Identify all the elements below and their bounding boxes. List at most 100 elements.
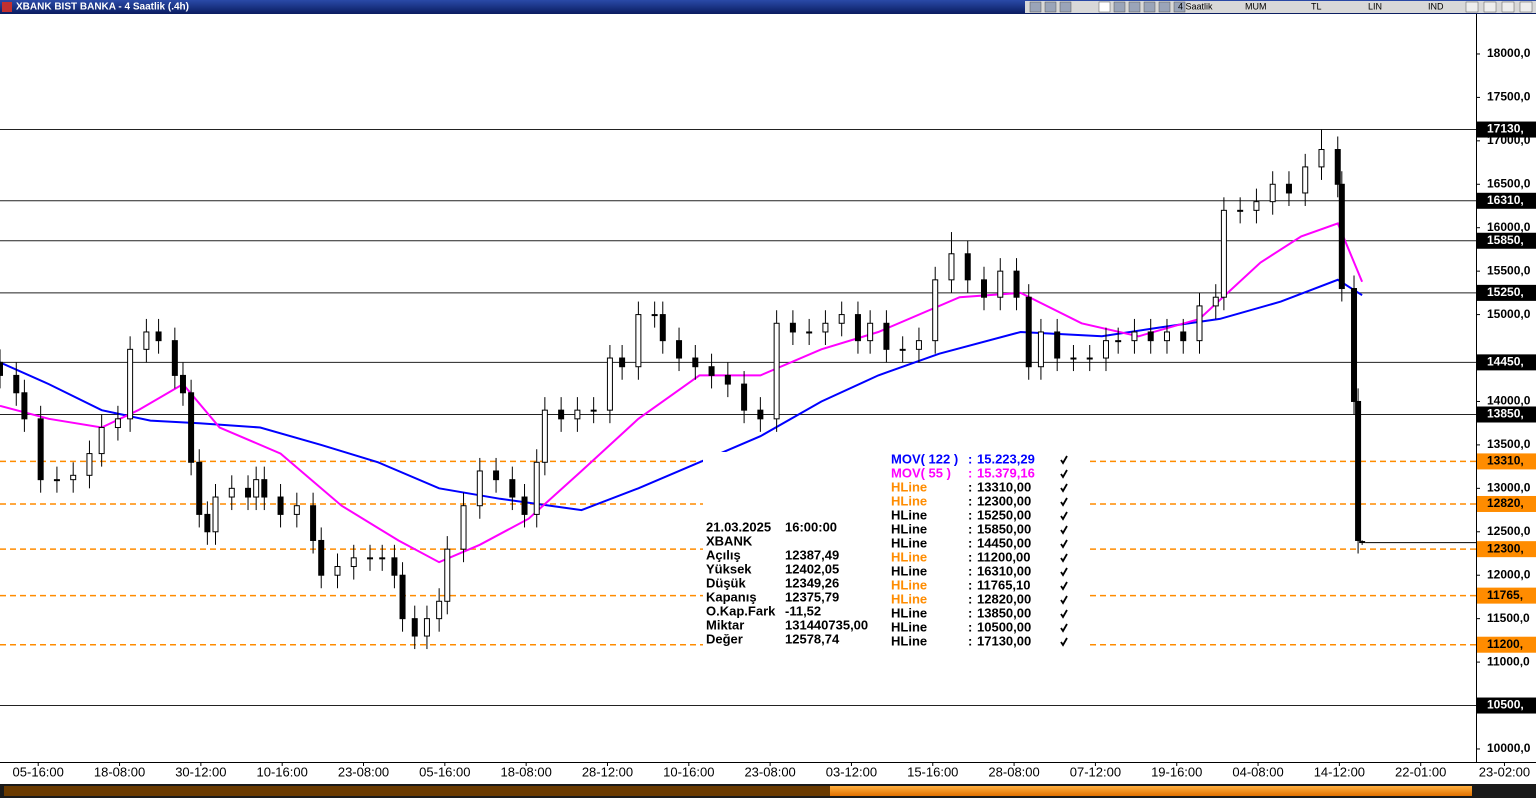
candle-body (1302, 166, 1309, 194)
candle-body (590, 409, 597, 412)
legend-separator: : (968, 479, 972, 494)
candle-body (1359, 541, 1366, 544)
legend-separator: : (968, 577, 972, 592)
legend-name: HLine (891, 521, 927, 536)
candle-body (899, 348, 906, 351)
candle-body (676, 340, 683, 359)
x-tick-label: 05-16:00 (13, 764, 64, 779)
level-label: 15850, (1487, 233, 1524, 247)
scrollbar-thumb[interactable] (830, 786, 1472, 796)
toolbar-item[interactable]: TL (1311, 1, 1322, 11)
legend-separator: : (968, 451, 972, 466)
toolbar-item[interactable]: IND (1428, 1, 1444, 11)
info-label: Açılış (706, 547, 741, 562)
legend-name: HLine (891, 479, 927, 494)
window-button[interactable] (1501, 1, 1515, 13)
candle-body (1180, 331, 1187, 342)
check-icon (1060, 637, 1068, 647)
window-button[interactable] (1519, 1, 1533, 13)
level-box (1477, 541, 1536, 558)
check-icon (1060, 553, 1068, 563)
toolbar-item[interactable]: MUM (1245, 1, 1267, 11)
candle-body (245, 487, 252, 498)
candle-body (318, 539, 325, 576)
candle-body (143, 331, 150, 350)
legend-separator: : (968, 605, 972, 620)
legend-value: 11200,00 (977, 549, 1031, 564)
candle-body (444, 548, 451, 602)
toolbar-item[interactable]: 4 Saatlik (1178, 1, 1213, 11)
scrollbar-bar[interactable] (4, 786, 1472, 796)
toolbar-icon[interactable] (1143, 1, 1156, 13)
candle-body (1013, 270, 1020, 298)
candle-body (171, 340, 178, 376)
window-button[interactable] (1465, 1, 1479, 13)
level-box (1477, 192, 1536, 209)
x-tick-label: 05-16:00 (419, 764, 470, 779)
candle-body (13, 374, 20, 394)
candle-body (399, 574, 406, 620)
y-tick-label: 12500,0 (1487, 524, 1531, 538)
info-label: Yüksek (706, 561, 752, 576)
y-tick-label: 18000,0 (1487, 46, 1531, 60)
y-tick-label: 12000,0 (1487, 567, 1531, 581)
info-label: Kapanış (706, 589, 757, 604)
candle-body (1115, 340, 1122, 343)
toolbar-item[interactable]: LIN (1368, 1, 1382, 11)
candle-body (558, 409, 565, 420)
legend-separator: : (968, 535, 972, 550)
candle-body (127, 348, 134, 420)
check-icon (1060, 497, 1068, 507)
candle-body (493, 470, 500, 481)
toolbar-icon[interactable] (1029, 1, 1042, 13)
toolbar-icon[interactable] (1059, 1, 1072, 13)
toolbar-icon[interactable] (1158, 1, 1171, 13)
candle-body (1037, 331, 1044, 368)
legend-value: 12820,00 (977, 591, 1031, 606)
x-tick-label: 18-08:00 (94, 764, 145, 779)
x-tick-label: 22-01:00 (1395, 764, 1446, 779)
candle-body (932, 279, 939, 342)
candle-body (1334, 149, 1341, 185)
candle-body (741, 383, 748, 411)
x-tick-label: 18-08:00 (500, 764, 551, 779)
legend-name: HLine (891, 619, 927, 634)
info-time: 16:00:00 (785, 519, 837, 534)
legend-name: HLine (891, 633, 927, 648)
window-icon[interactable] (2, 2, 12, 12)
info-label: O.Kap.Fark (706, 603, 776, 618)
toolbar-icon[interactable] (1173, 1, 1186, 13)
info-symbol: XBANK (706, 533, 753, 548)
toolbar-icon[interactable] (1113, 1, 1126, 13)
legend-name: HLine (891, 493, 927, 508)
candle-body (789, 322, 796, 333)
candle-body (423, 618, 430, 637)
candle-body (155, 331, 162, 342)
level-label: 12820, (1487, 496, 1524, 510)
toolbar-icon[interactable] (1128, 1, 1141, 13)
check-icon (1060, 539, 1068, 549)
window-button[interactable] (1483, 1, 1497, 13)
legend-mask (703, 452, 1089, 651)
candle-body (310, 505, 317, 541)
check-icon (1060, 511, 1068, 521)
candle-body (541, 409, 548, 463)
check-icon (1060, 609, 1068, 619)
y-tick-label: 16000,0 (1487, 220, 1531, 234)
candle-body (228, 487, 235, 498)
toolbar-icon[interactable] (1098, 1, 1111, 13)
legend-separator: : (968, 591, 972, 606)
candle-body (1338, 183, 1345, 290)
candle-body (1355, 400, 1362, 541)
level-box (1477, 121, 1536, 138)
candle-body (436, 600, 443, 620)
toolbar-icon[interactable] (1044, 1, 1057, 13)
x-tick-label: 10-16:00 (257, 764, 308, 779)
y-tick-label: 15500,0 (1487, 263, 1531, 277)
window-title: XBANK BIST BANKA - 4 Saatlik (.4h) (16, 2, 189, 13)
candle-body (70, 474, 77, 481)
y-tick-label: 17500,0 (1487, 90, 1531, 104)
level-label: 13310, (1487, 454, 1524, 468)
level-box (1477, 587, 1536, 604)
candle-body (196, 461, 203, 515)
